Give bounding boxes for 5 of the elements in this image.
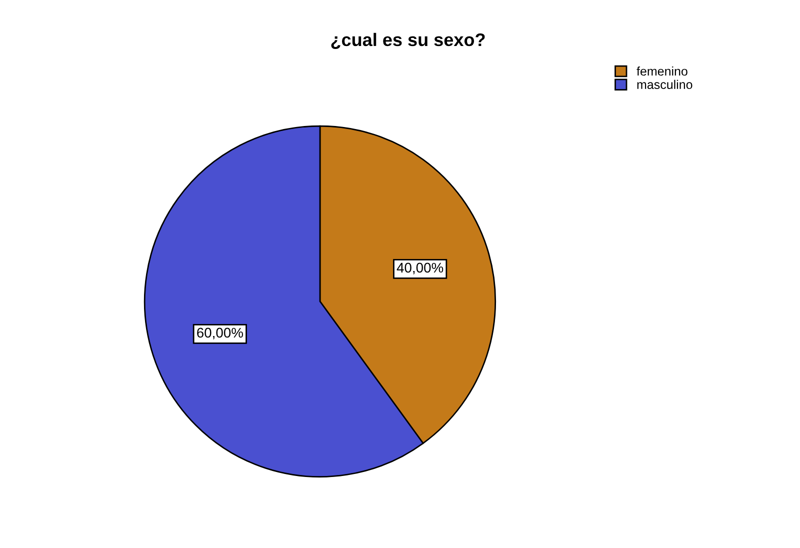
legend-label: masculino	[637, 80, 692, 90]
data-label: 40,00%	[396, 262, 444, 274]
legend-label: femenino	[636, 66, 688, 76]
data-label: 60,00%	[197, 328, 243, 340]
chart-title: ¿cual es su sexo?	[331, 32, 485, 50]
